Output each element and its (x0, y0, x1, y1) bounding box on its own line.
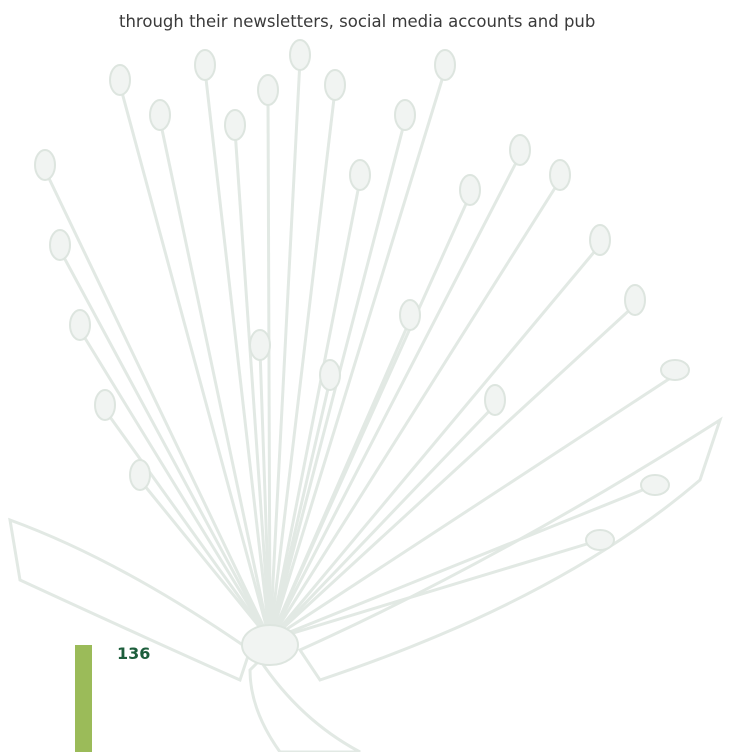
stamen (203, 69, 272, 641)
anther (459, 174, 481, 206)
anther (324, 69, 346, 101)
stamen (268, 59, 302, 641)
stamen (118, 84, 272, 641)
stamen (268, 179, 562, 641)
anther (94, 389, 116, 421)
anther (69, 309, 91, 341)
leaf (8, 517, 252, 683)
stamen (58, 249, 272, 641)
body-text: through their newsletters, social media … (119, 12, 596, 31)
anther (149, 99, 171, 131)
stamen (268, 379, 332, 641)
anther (484, 384, 506, 416)
page-number: 136 (117, 644, 151, 663)
anther (660, 359, 690, 381)
page-marker-bar (75, 645, 92, 752)
anther (549, 159, 571, 191)
stamen (103, 409, 272, 641)
stamen (268, 89, 337, 641)
anther (624, 284, 646, 316)
leaf (248, 657, 361, 752)
stamen (233, 129, 272, 641)
anther (640, 474, 670, 496)
stamen (269, 483, 656, 642)
anther (34, 149, 56, 181)
anther (585, 529, 615, 551)
stamen (269, 373, 676, 642)
stamen (269, 538, 601, 642)
stamen (158, 119, 272, 641)
stamen (268, 244, 602, 641)
stamen (138, 479, 272, 641)
anther (319, 359, 341, 391)
stamen (43, 169, 272, 641)
anther (399, 299, 421, 331)
flower-center (241, 624, 299, 666)
anther (589, 224, 611, 256)
anther (194, 49, 216, 81)
leaf (297, 416, 723, 682)
stamen (258, 349, 272, 641)
stamen (78, 329, 272, 641)
anther (224, 109, 246, 141)
anther (349, 159, 371, 191)
stamen (266, 94, 272, 641)
stamen (268, 154, 522, 641)
anther (509, 134, 531, 166)
stamen (268, 403, 497, 642)
stamen (268, 303, 637, 642)
anther (394, 99, 416, 131)
anther (49, 229, 71, 261)
anther (249, 329, 271, 361)
anther (257, 74, 279, 106)
anther (109, 64, 131, 96)
stamen (268, 319, 412, 641)
stamen (268, 179, 362, 641)
stamen (268, 69, 447, 641)
anther (434, 49, 456, 81)
anther (289, 39, 311, 71)
anther (129, 459, 151, 491)
